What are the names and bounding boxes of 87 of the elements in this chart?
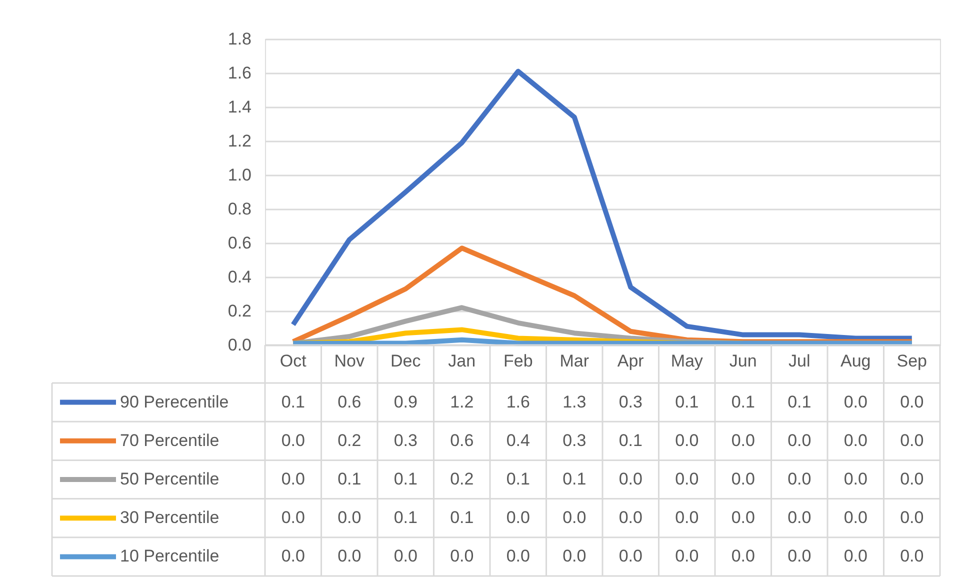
- x-tick-label: Jun: [729, 352, 757, 370]
- data-label: 0.1: [731, 392, 755, 412]
- data-label: 0.0: [675, 430, 699, 450]
- data-label: 0.1: [281, 392, 305, 412]
- data-label: 0.1: [562, 470, 586, 488]
- data-label: 0.2: [450, 470, 474, 488]
- data-label: 0.1: [788, 392, 812, 412]
- x-tick-label: Jul: [788, 352, 810, 370]
- x-tick-label: Mar: [560, 352, 590, 370]
- y-tick-label: 0.4: [228, 268, 252, 286]
- data-label: 0.0: [281, 508, 305, 528]
- text: 0.0: [788, 508, 812, 528]
- data-label: 0.1: [450, 508, 474, 528]
- legend-label: 30 Percentile: [120, 508, 220, 528]
- y-tick-label: 1.4: [228, 98, 252, 116]
- data-label: 0.0: [394, 546, 418, 566]
- data-label: 0.0: [450, 546, 474, 566]
- data-label: 0.0: [281, 470, 305, 488]
- x-tick-label: Oct: [280, 352, 307, 370]
- y-tick-label: 1.8: [228, 30, 252, 48]
- data-label: 0.0: [338, 508, 362, 528]
- data-label: 0.1: [618, 430, 642, 450]
- data-label: 0.0: [562, 546, 586, 566]
- data-label: 0.0: [506, 546, 530, 566]
- x-tick-label: Apr: [617, 352, 644, 370]
- data-label: 0.0: [338, 546, 362, 566]
- data-label: 0.0: [675, 508, 699, 528]
- data-label: 0.0: [844, 430, 868, 450]
- data-label: 0.0: [562, 508, 586, 528]
- text: 0.0: [844, 508, 868, 528]
- data-label: 0.0: [900, 430, 924, 450]
- data-label: 1.2: [450, 392, 474, 412]
- data-label: 0.0: [788, 430, 812, 450]
- data-label: 0.2: [338, 430, 362, 450]
- data-label: 0.0: [731, 430, 755, 450]
- data-label: 0.0: [281, 546, 305, 566]
- x-tick-label: Jan: [448, 352, 476, 370]
- data-label: 0.3: [618, 392, 642, 412]
- data-label: 1.3: [562, 392, 586, 412]
- data-label: 0.0: [731, 508, 755, 528]
- data-label: 0.0: [506, 508, 530, 528]
- x-tick-label: Dec: [390, 352, 422, 370]
- data-label: 0.0: [844, 470, 868, 488]
- y-tick-label: 0.2: [228, 302, 252, 320]
- data-label: 0.1: [338, 470, 362, 488]
- legend-label: 70 Percentile: [120, 430, 220, 450]
- data-label: 0.0: [618, 546, 642, 566]
- x-tick-label: May: [670, 352, 704, 370]
- data-label: 0.0: [844, 546, 868, 566]
- x-tick-label: Aug: [840, 352, 871, 370]
- x-tick-label: Sep: [896, 352, 927, 370]
- data-label: 0.0: [618, 508, 642, 528]
- data-label: 0.3: [394, 430, 418, 450]
- y-tick-label: 0.6: [228, 234, 252, 252]
- data-label: 0.0: [900, 546, 924, 566]
- data-label: 0.6: [450, 430, 474, 450]
- x-tick-label: Feb: [503, 352, 533, 370]
- data-label: 0.0: [844, 392, 868, 412]
- data-label: 0.0: [675, 546, 699, 566]
- legend-label: 10 Percentile: [120, 546, 220, 566]
- legend-label: 50 Percentile: [120, 470, 220, 488]
- data-label: 0.1: [394, 470, 418, 488]
- data-label: 0.0: [788, 470, 812, 488]
- data-label: 0.0: [618, 470, 642, 488]
- data-label: 0.4: [506, 430, 530, 450]
- y-tick-label: 1.0: [228, 166, 252, 184]
- data-label: 0.0: [788, 546, 812, 566]
- data-label: 0.6: [338, 392, 362, 412]
- legend-label: 90 Perecentile: [120, 392, 229, 412]
- data-label: 0.0: [731, 546, 755, 566]
- data-label: 0.0: [731, 470, 755, 488]
- data-label: 0.9: [394, 392, 418, 412]
- data-label: 0.1: [675, 392, 699, 412]
- data-label: 0.0: [900, 392, 924, 412]
- text: 0.0: [900, 508, 924, 528]
- y-tick-label: 0.8: [228, 200, 252, 218]
- y-tick-label: 1.6: [228, 64, 252, 82]
- data-label: 0.1: [394, 508, 418, 528]
- y-tick-label: 1.2: [228, 132, 252, 150]
- data-label: 1.6: [506, 392, 530, 412]
- data-label: 0.0: [900, 470, 924, 488]
- data-label: 0.3: [562, 430, 586, 450]
- x-tick-label: Nov: [334, 352, 365, 370]
- data-label: 0.0: [281, 430, 305, 450]
- data-label: 0.0: [675, 470, 699, 488]
- data-label: 0.1: [506, 470, 530, 488]
- y-tick-label: 0.0: [228, 336, 252, 354]
